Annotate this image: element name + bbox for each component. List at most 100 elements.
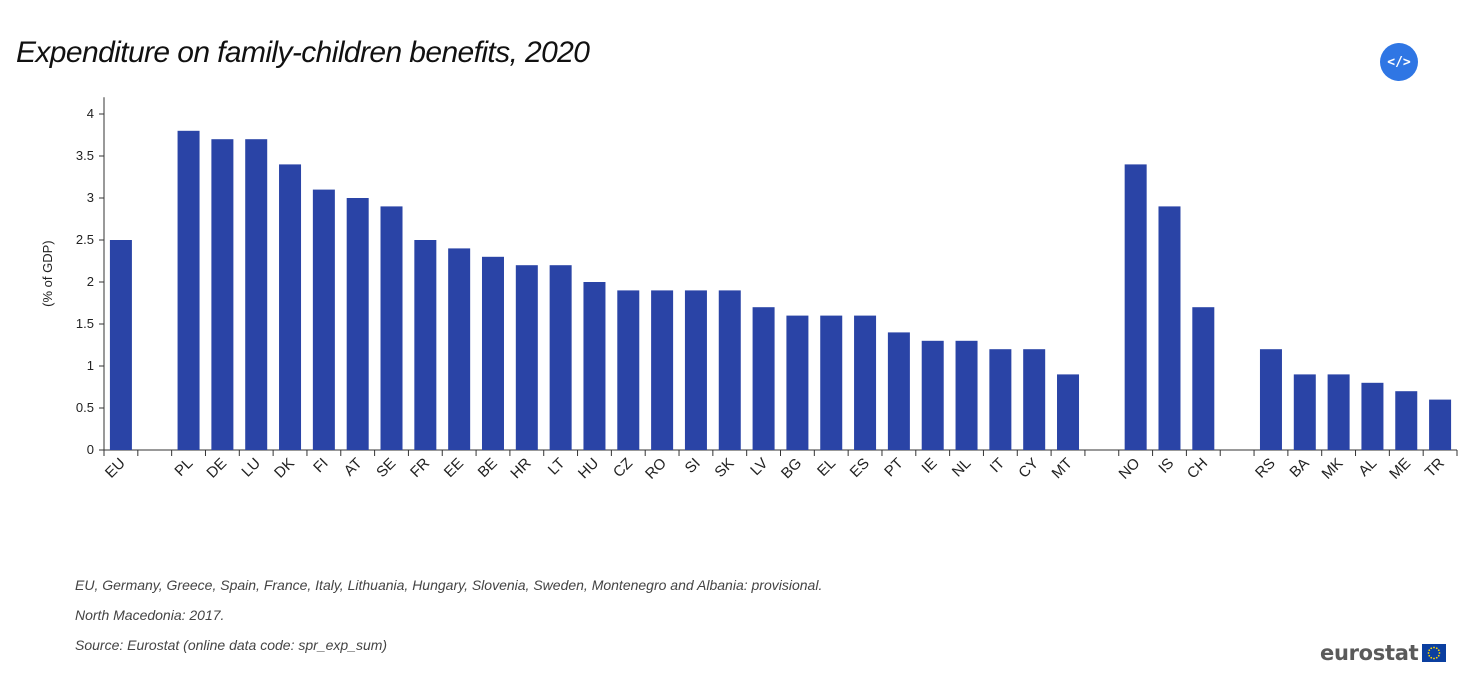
eu-flag-icon (1422, 644, 1447, 662)
x-tick-label: LU (238, 455, 264, 481)
bar-lv (752, 307, 775, 450)
bar-cz (617, 290, 640, 450)
x-tick-label: IT (987, 455, 1008, 476)
y-tick-label: 3 (87, 190, 94, 205)
x-tick-label: SK (711, 455, 737, 481)
footnote-source: Source: Eurostat (online data code: spr_… (75, 637, 388, 653)
bar-de (211, 139, 234, 450)
eu-flag-star (1428, 649, 1431, 652)
eu-flag-star (1436, 656, 1438, 659)
x-tick-label: ES (847, 455, 873, 481)
x-tick-label: EE (441, 455, 467, 481)
x-tick-label: EU (102, 455, 129, 482)
bar-ie (921, 340, 944, 450)
x-tick-label: HR (507, 455, 534, 482)
x-tick-label: CZ (610, 455, 636, 481)
bar-chart: 0 0.5 1 1.5 2 2.5 3 3.5 4 (% of GDP) EU PL DE LU DK FI A… (40, 97, 1458, 483)
bar-be (481, 256, 504, 450)
x-tick-label: AT (341, 455, 366, 480)
eu-flag-star (1433, 657, 1436, 660)
eu-flag-star (1428, 654, 1431, 657)
x-tick-label: LT (545, 455, 569, 479)
eu-flag-star (1433, 646, 1436, 649)
y-tick-label: 4 (87, 106, 94, 121)
eu-flag-star (1430, 647, 1433, 650)
bar-lt (549, 265, 572, 450)
bar-dk (279, 164, 302, 450)
bar-mt (1057, 374, 1080, 450)
bar-ba (1293, 374, 1316, 450)
x-tick-label: DE (203, 455, 230, 482)
x-tick-label: CH (1184, 455, 1211, 482)
y-tick-label: 0 (87, 442, 94, 457)
bar-ro (651, 290, 674, 450)
bar-rs (1259, 349, 1282, 450)
x-tick-label: FI (310, 455, 331, 476)
x-tick-label: TR (1422, 455, 1448, 481)
bar-hu (583, 282, 606, 450)
bar-pl (177, 130, 200, 451)
x-tick-label: NO (1116, 455, 1144, 483)
footnote-north-macedonia: North Macedonia: 2017. (75, 607, 225, 623)
bar-mk (1327, 374, 1350, 450)
eurostat-logo: eurostat (1320, 641, 1447, 665)
bar-si (684, 290, 707, 450)
x-tick-label: SE (373, 455, 399, 481)
x-tick-label: IE (918, 455, 940, 477)
y-tick-label: 1 (87, 358, 94, 373)
bar-me (1395, 391, 1418, 450)
y-tick-label: 0.5 (76, 400, 94, 415)
y-tick-label: 2 (87, 274, 94, 289)
x-tick-label: MT (1048, 455, 1075, 482)
embed-code-button[interactable]: </> (1380, 43, 1418, 81)
bar-pt (887, 332, 910, 450)
x-tick-label: PL (171, 455, 196, 480)
y-tick-label: 3.5 (76, 148, 94, 163)
eu-flag-star (1438, 652, 1441, 654)
bar-bg (786, 315, 809, 450)
bar-ee (448, 248, 471, 450)
bar-fr (414, 240, 437, 450)
eu-flag-field (1422, 644, 1447, 662)
eu-flag-star (1427, 652, 1430, 654)
x-tick-label: MK (1319, 455, 1347, 483)
y-tick-label: 1.5 (76, 316, 94, 331)
x-tick-label: HU (575, 455, 602, 482)
x-tick-label: BA (1286, 455, 1312, 481)
bar-lu (245, 139, 268, 450)
y-axis-title: (% of GDP) (40, 240, 55, 306)
bar-sk (718, 290, 741, 450)
x-tick-label: BE (475, 455, 501, 481)
bar-es (854, 315, 877, 450)
eu-flag-star (1438, 654, 1440, 657)
x-tick-label: SI (682, 455, 704, 477)
x-tick-label: FR (407, 455, 433, 481)
footnote-provisional: EU, Germany, Greece, Spain, France, Ital… (75, 577, 823, 593)
eu-flag-star (1436, 647, 1438, 650)
x-tick-label: DK (271, 455, 298, 482)
x-tick-label: LV (747, 455, 771, 479)
x-tick-label: BG (778, 455, 805, 482)
x-tick-label: AL (1355, 455, 1380, 480)
bar-eu (109, 240, 132, 450)
bar-el (820, 315, 843, 450)
eurostat-logo-text: eurostat (1320, 641, 1419, 665)
bar-fi (312, 189, 335, 450)
bar-se (380, 206, 403, 450)
x-tick-label: EL (814, 455, 839, 480)
x-tick-label: RO (642, 455, 670, 483)
bar-no (1124, 164, 1147, 450)
bar-ch (1192, 307, 1215, 450)
y-tick-label: 2.5 (76, 232, 94, 247)
eu-flag-star (1438, 649, 1440, 652)
bar-is (1158, 206, 1181, 450)
x-tick-label: IS (1155, 455, 1177, 477)
eu-flag-star (1430, 656, 1433, 659)
bar-nl (955, 340, 978, 450)
x-tick-label: ME (1386, 455, 1414, 483)
x-tick-label: NL (949, 455, 975, 481)
bar-it (989, 349, 1012, 450)
bar-at (346, 198, 369, 450)
x-tick-label: CY (1015, 455, 1042, 482)
x-tick-label: RS (1252, 455, 1279, 482)
